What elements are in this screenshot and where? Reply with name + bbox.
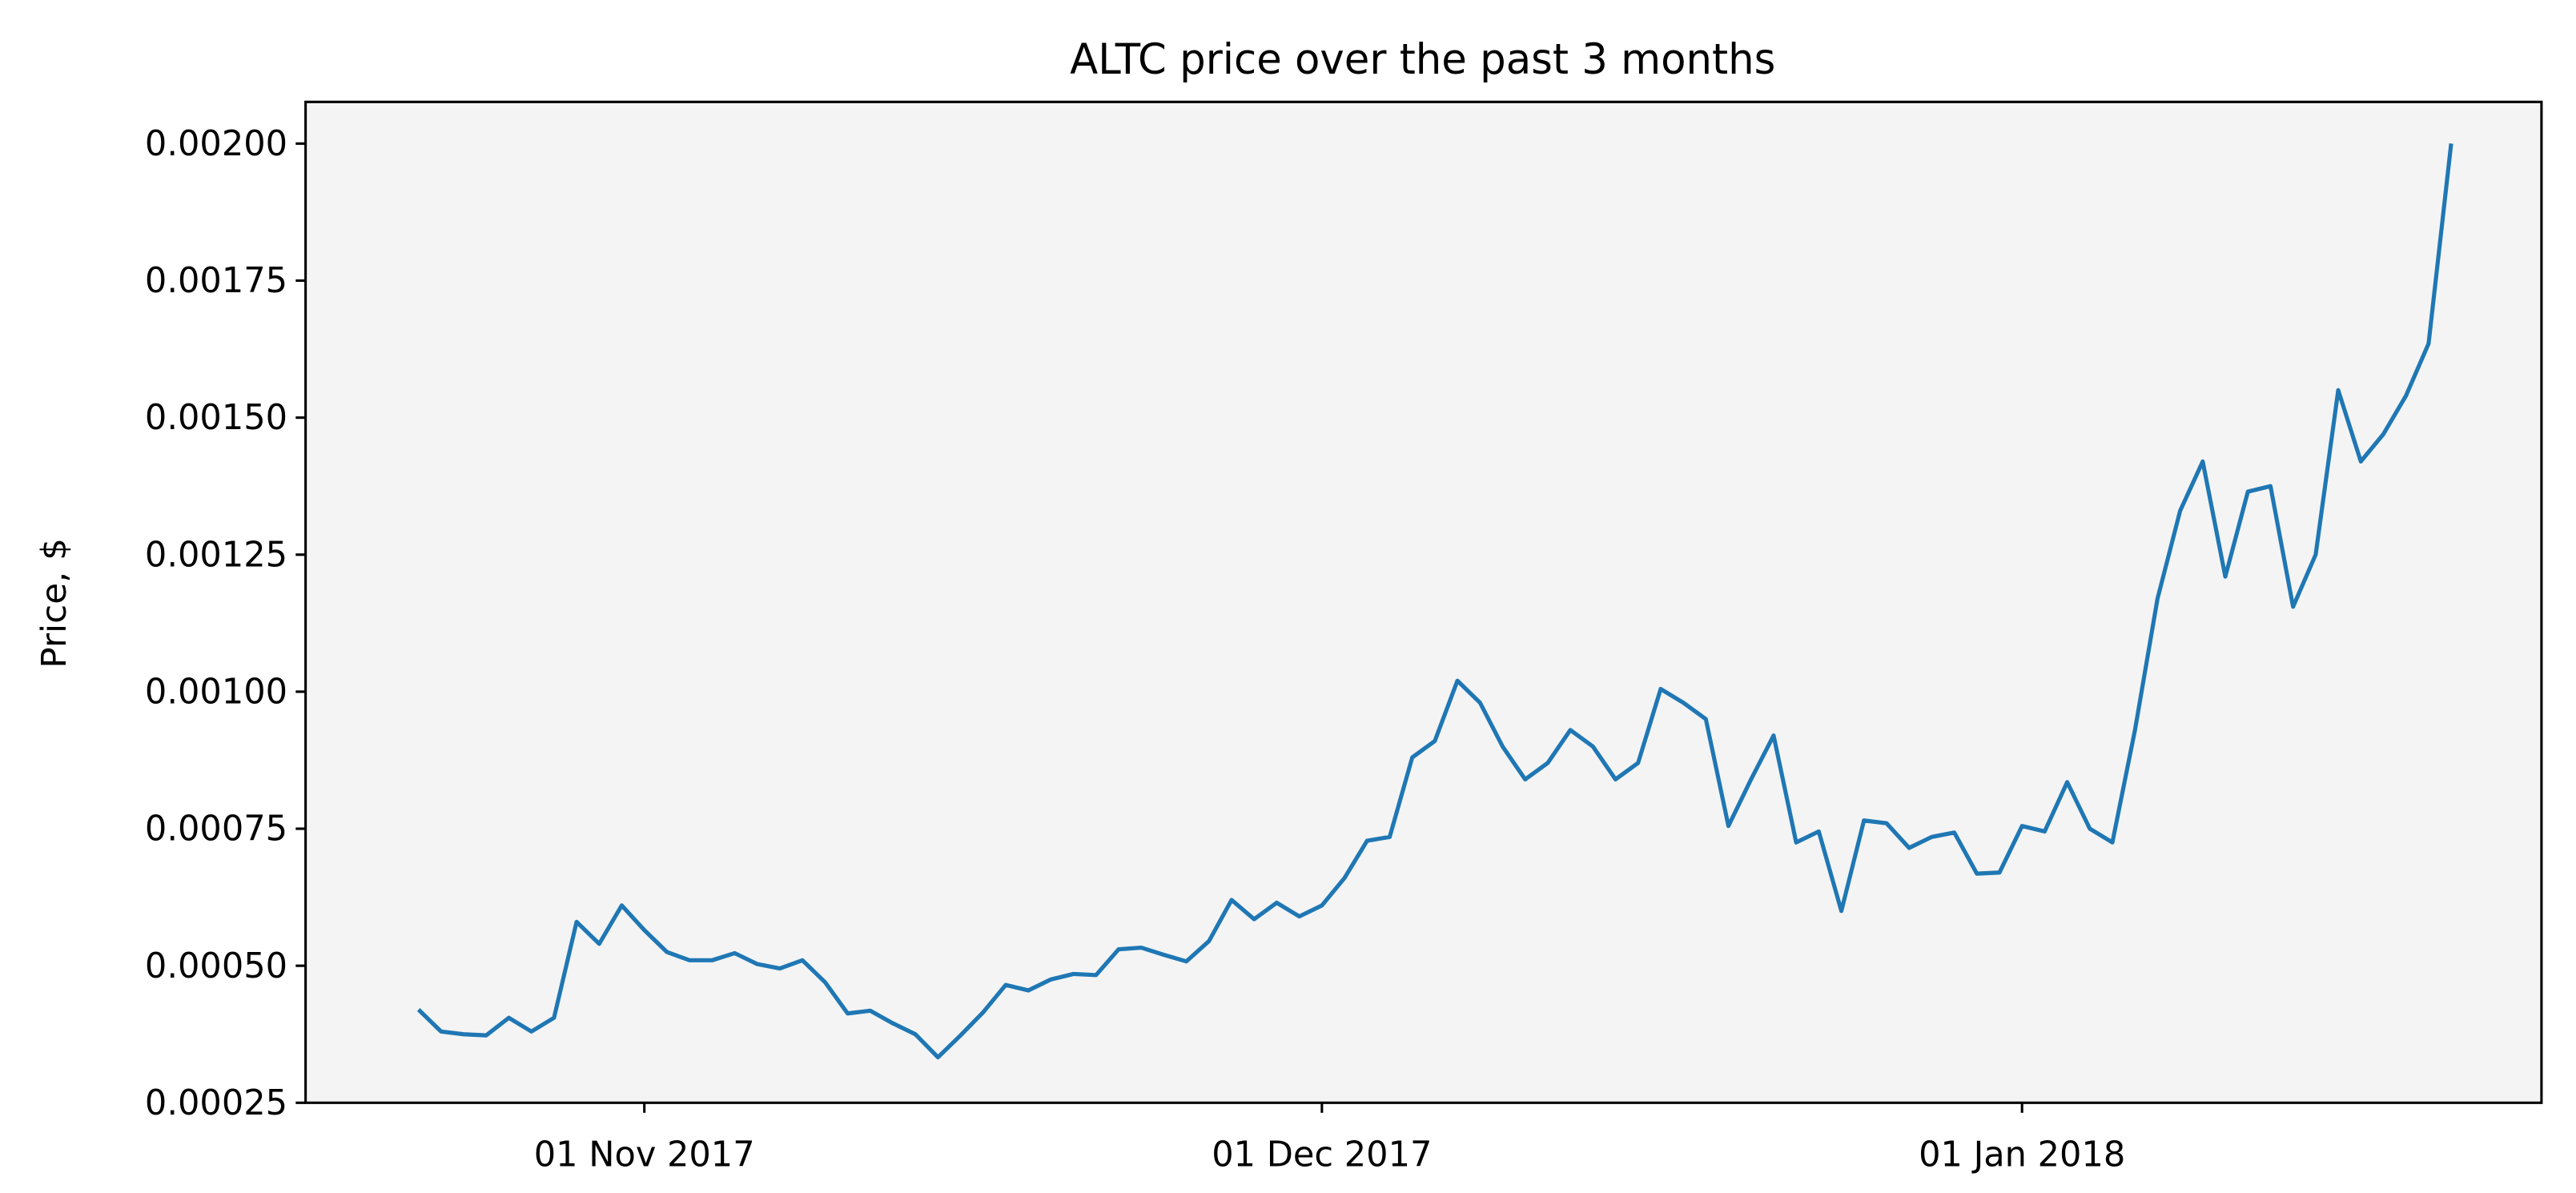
x-tick-label: 01 Dec 2017: [1212, 1135, 1432, 1175]
y-tick-label: 0.00075: [145, 809, 287, 849]
y-tick-label: 0.00125: [145, 535, 287, 575]
y-tick-label: 0.00150: [145, 398, 287, 438]
price-line: [416, 143, 2453, 1060]
y-tick-label: 0.00175: [145, 261, 287, 301]
y-tick-label: 0.00100: [145, 672, 287, 712]
y-tick-label: 0.00200: [145, 124, 287, 164]
x-tick-label: 01 Jan 2018: [1919, 1135, 2125, 1175]
plot-frame: [304, 100, 2543, 1104]
chart-title: ALTC price over the past 3 months: [1070, 35, 1775, 84]
y-tick-label: 0.00050: [145, 946, 287, 986]
plot-background: [305, 102, 2542, 1103]
y-axis-label: Price, $: [34, 538, 74, 669]
y-tick-label: 0.00025: [145, 1083, 287, 1123]
x-tick-label: 01 Nov 2017: [534, 1135, 755, 1175]
